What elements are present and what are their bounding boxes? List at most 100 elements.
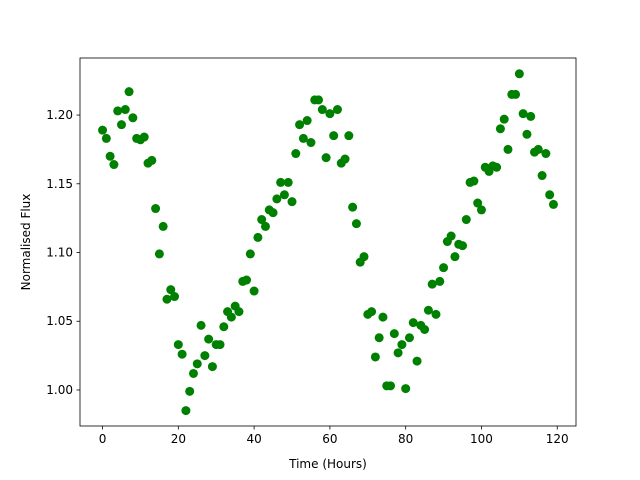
point (514, 69, 524, 79)
x-axis-label: Time (Hours) (288, 457, 367, 471)
point (101, 133, 111, 143)
y-tick-label: 1.10 (46, 246, 73, 260)
point (147, 155, 157, 165)
point (124, 87, 134, 97)
point (105, 151, 115, 161)
point (526, 111, 536, 121)
point (116, 120, 126, 130)
point (98, 125, 108, 135)
point (492, 162, 502, 172)
point (245, 249, 255, 259)
point (234, 307, 244, 317)
x-tick-label: 120 (546, 432, 569, 446)
point (476, 205, 486, 215)
point (128, 113, 138, 123)
point (207, 362, 217, 372)
point (446, 231, 456, 241)
point (166, 285, 176, 295)
point (408, 318, 418, 328)
point (548, 199, 558, 209)
point (439, 263, 449, 273)
point (533, 144, 543, 154)
point (215, 340, 225, 350)
point (185, 386, 195, 396)
point (473, 198, 483, 208)
point (279, 190, 289, 200)
point (260, 221, 270, 231)
point (204, 334, 214, 344)
point (283, 177, 293, 187)
point (435, 276, 445, 286)
point (314, 95, 324, 105)
point (291, 149, 301, 159)
point (298, 133, 308, 143)
y-tick-label: 1.00 (46, 383, 73, 397)
point (401, 384, 411, 394)
point (170, 292, 180, 302)
x-tick-label: 60 (322, 432, 337, 446)
y-tick-label: 1.15 (46, 177, 73, 191)
point (120, 105, 130, 115)
x-tick-label: 0 (99, 432, 107, 446)
point (306, 138, 316, 148)
point (325, 109, 335, 119)
y-axis-label: Normalised Flux (19, 194, 33, 291)
point (276, 177, 286, 187)
point (386, 381, 396, 391)
point (344, 131, 354, 141)
point (113, 106, 123, 116)
point (154, 249, 164, 259)
y-tick-label: 1.20 (46, 108, 73, 122)
point (253, 232, 263, 242)
point (242, 275, 252, 285)
point (177, 349, 187, 359)
x-tick-label: 40 (246, 432, 261, 446)
point (450, 252, 460, 262)
point (181, 406, 191, 416)
point (109, 160, 119, 170)
point (420, 324, 430, 334)
point (393, 348, 403, 358)
point (302, 116, 312, 126)
x-tick-label: 20 (171, 432, 186, 446)
point (503, 144, 513, 154)
point (389, 329, 399, 339)
point (351, 219, 361, 229)
point (200, 351, 210, 361)
point (321, 153, 331, 163)
point (458, 241, 468, 251)
point (151, 204, 161, 214)
point (249, 286, 259, 296)
point (173, 340, 183, 350)
point (461, 215, 471, 225)
point (196, 320, 206, 330)
point (412, 356, 422, 366)
x-tick-label: 100 (470, 432, 493, 446)
point (272, 194, 282, 204)
point (522, 129, 532, 139)
point (287, 197, 297, 207)
point (431, 309, 441, 319)
point (469, 176, 479, 186)
point (404, 333, 414, 343)
point (367, 307, 377, 317)
point (545, 190, 555, 200)
point (495, 124, 505, 134)
point (427, 279, 437, 289)
point (423, 305, 433, 315)
point (162, 294, 172, 304)
point (268, 208, 278, 218)
point (219, 322, 229, 332)
point (511, 89, 521, 99)
y-tick-label: 1.05 (46, 314, 73, 328)
point (378, 312, 388, 322)
point (188, 368, 198, 378)
point (499, 114, 509, 124)
point (374, 333, 384, 343)
point (329, 131, 339, 141)
point (226, 312, 236, 322)
point (295, 120, 305, 130)
point (158, 221, 168, 231)
